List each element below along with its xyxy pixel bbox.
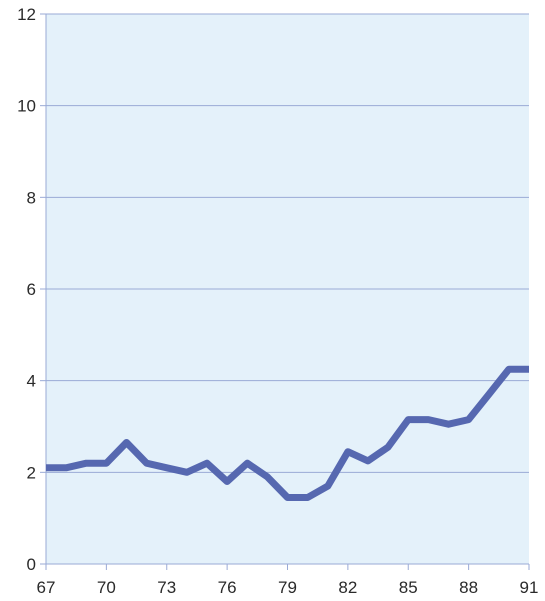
series-line: [46, 365, 529, 501]
x-tick-label: 73: [157, 578, 176, 597]
y-tick-label: 10: [17, 97, 36, 116]
x-tick-label: 88: [459, 578, 478, 597]
y-tick-label: 0: [27, 555, 36, 574]
x-tick-label: 82: [338, 578, 357, 597]
gridlines: [46, 13, 529, 473]
y-tick-label: 4: [27, 372, 36, 391]
y-axis-ticks: 0 2 4 6 8 10 12: [17, 5, 46, 574]
x-tick-label: 70: [97, 578, 116, 597]
x-tick-label: 67: [37, 578, 56, 597]
x-tick-label: 76: [218, 578, 237, 597]
x-tick-label: 79: [278, 578, 297, 597]
y-tick-label: 2: [27, 463, 36, 482]
y-tick-label: 6: [27, 280, 36, 299]
x-tick-label: 91: [520, 578, 539, 597]
x-axis-ticks: 67 70 73 76 79 82 85 88 91: [37, 564, 539, 597]
y-tick-label: 12: [17, 5, 36, 24]
x-tick-label: 85: [399, 578, 418, 597]
y-tick-label: 8: [27, 188, 36, 207]
